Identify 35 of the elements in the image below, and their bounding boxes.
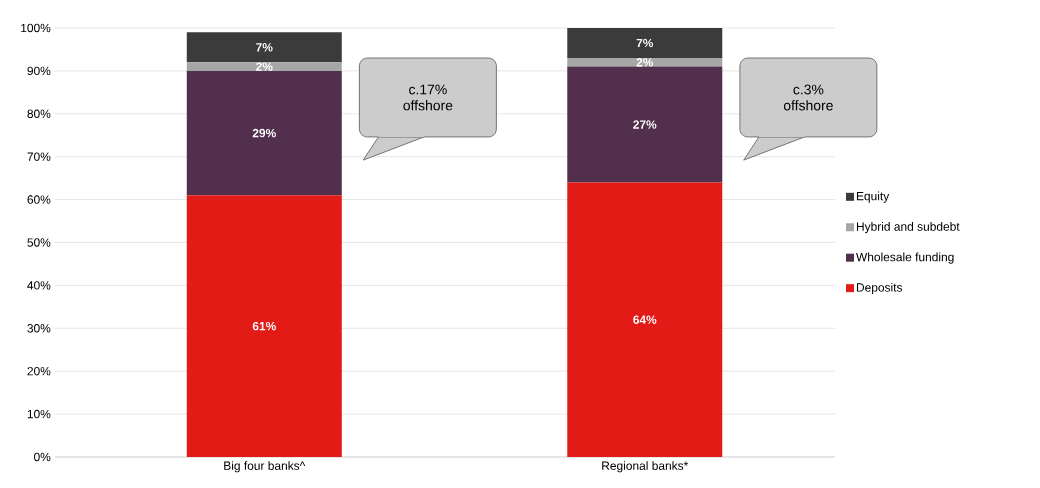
bar (567, 58, 723, 67)
legend-label: Wholesale funding (856, 252, 954, 264)
annotation: c.3% offshore (783, 84, 833, 111)
y-tick-label: 50% (27, 238, 51, 247)
data-label: 61% (252, 321, 276, 331)
x-tick-label: Big four banks^ (224, 461, 306, 473)
y-tick-label: 10% (27, 409, 51, 419)
y-tick-label: 80% (27, 109, 51, 119)
legend-label: Deposits (856, 282, 903, 295)
y-tick-label: 90% (27, 66, 51, 76)
bar (567, 66, 723, 183)
y-tick-label: 0% (34, 452, 51, 462)
bar (186, 70, 342, 196)
x-tick-label: Regional banks* (602, 461, 689, 473)
bar (186, 32, 342, 63)
y-tick-label: 40% (27, 281, 51, 290)
y-tick-label: 20% (27, 366, 51, 376)
data-label: 7% (636, 38, 654, 48)
annotation: c.17% offshore (403, 84, 453, 111)
bar (186, 62, 342, 71)
legend-label: Hybrid and subdebt (856, 222, 960, 234)
data-label: 2% (636, 58, 654, 67)
bar (186, 195, 342, 457)
y-tick-label: 30% (27, 324, 51, 333)
bar (567, 182, 723, 457)
data-label: 2% (256, 62, 273, 71)
y-tick-label: 60% (27, 195, 51, 204)
data-label: 64% (633, 315, 657, 324)
legend-label: Equity (856, 191, 890, 203)
data-label: 27% (633, 120, 657, 129)
data-label: 7% (256, 43, 273, 52)
bar (567, 27, 723, 59)
y-tick-label: 100% (21, 23, 51, 33)
y-tick-label: 70% (27, 152, 51, 161)
data-label: 29% (252, 128, 276, 138)
